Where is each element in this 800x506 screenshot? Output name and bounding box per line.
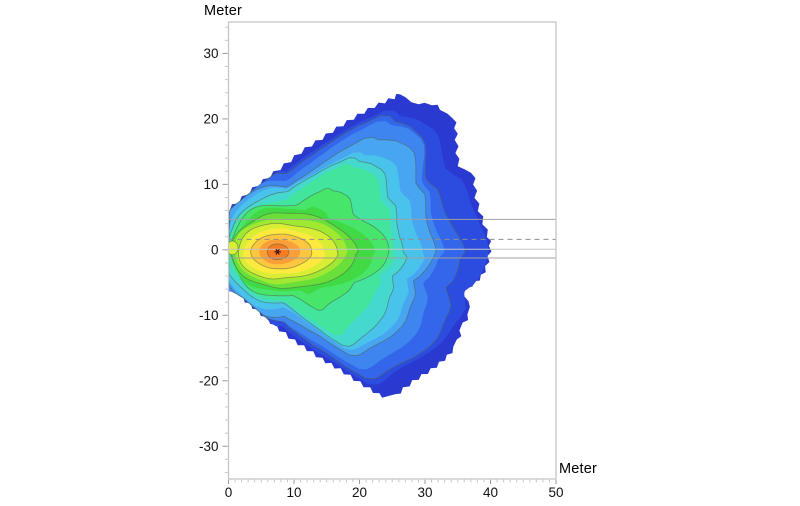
y-tick-label: -10 xyxy=(199,308,219,323)
x-tick-label: 10 xyxy=(286,485,301,500)
y-tick-label: 20 xyxy=(203,111,218,126)
plot-frame xyxy=(227,21,557,480)
x-axis-ticks: 0 10 20 30 40 50 xyxy=(225,479,564,500)
y-tick-label: -20 xyxy=(199,373,219,388)
x-axis-title: Meter xyxy=(559,461,598,477)
x-tick-label: 40 xyxy=(483,485,498,500)
y-tick-label: -30 xyxy=(199,439,219,454)
x-tick-label: 0 xyxy=(225,485,233,500)
x-tick-label: 30 xyxy=(417,485,432,500)
y-tick-label: 0 xyxy=(211,242,219,257)
contour-fill-layer xyxy=(228,94,556,398)
x-tick-label: 50 xyxy=(548,485,563,500)
y-tick-label: 30 xyxy=(203,46,218,61)
y-axis-ticks: 30 20 10 0 -10 -20 -30 xyxy=(199,26,228,473)
source-marker xyxy=(274,248,281,255)
y-tick-label: 10 xyxy=(203,177,218,192)
x-tick-label: 20 xyxy=(352,485,367,500)
local-contour-oval xyxy=(228,240,239,256)
y-axis-title: Meter xyxy=(204,3,243,19)
